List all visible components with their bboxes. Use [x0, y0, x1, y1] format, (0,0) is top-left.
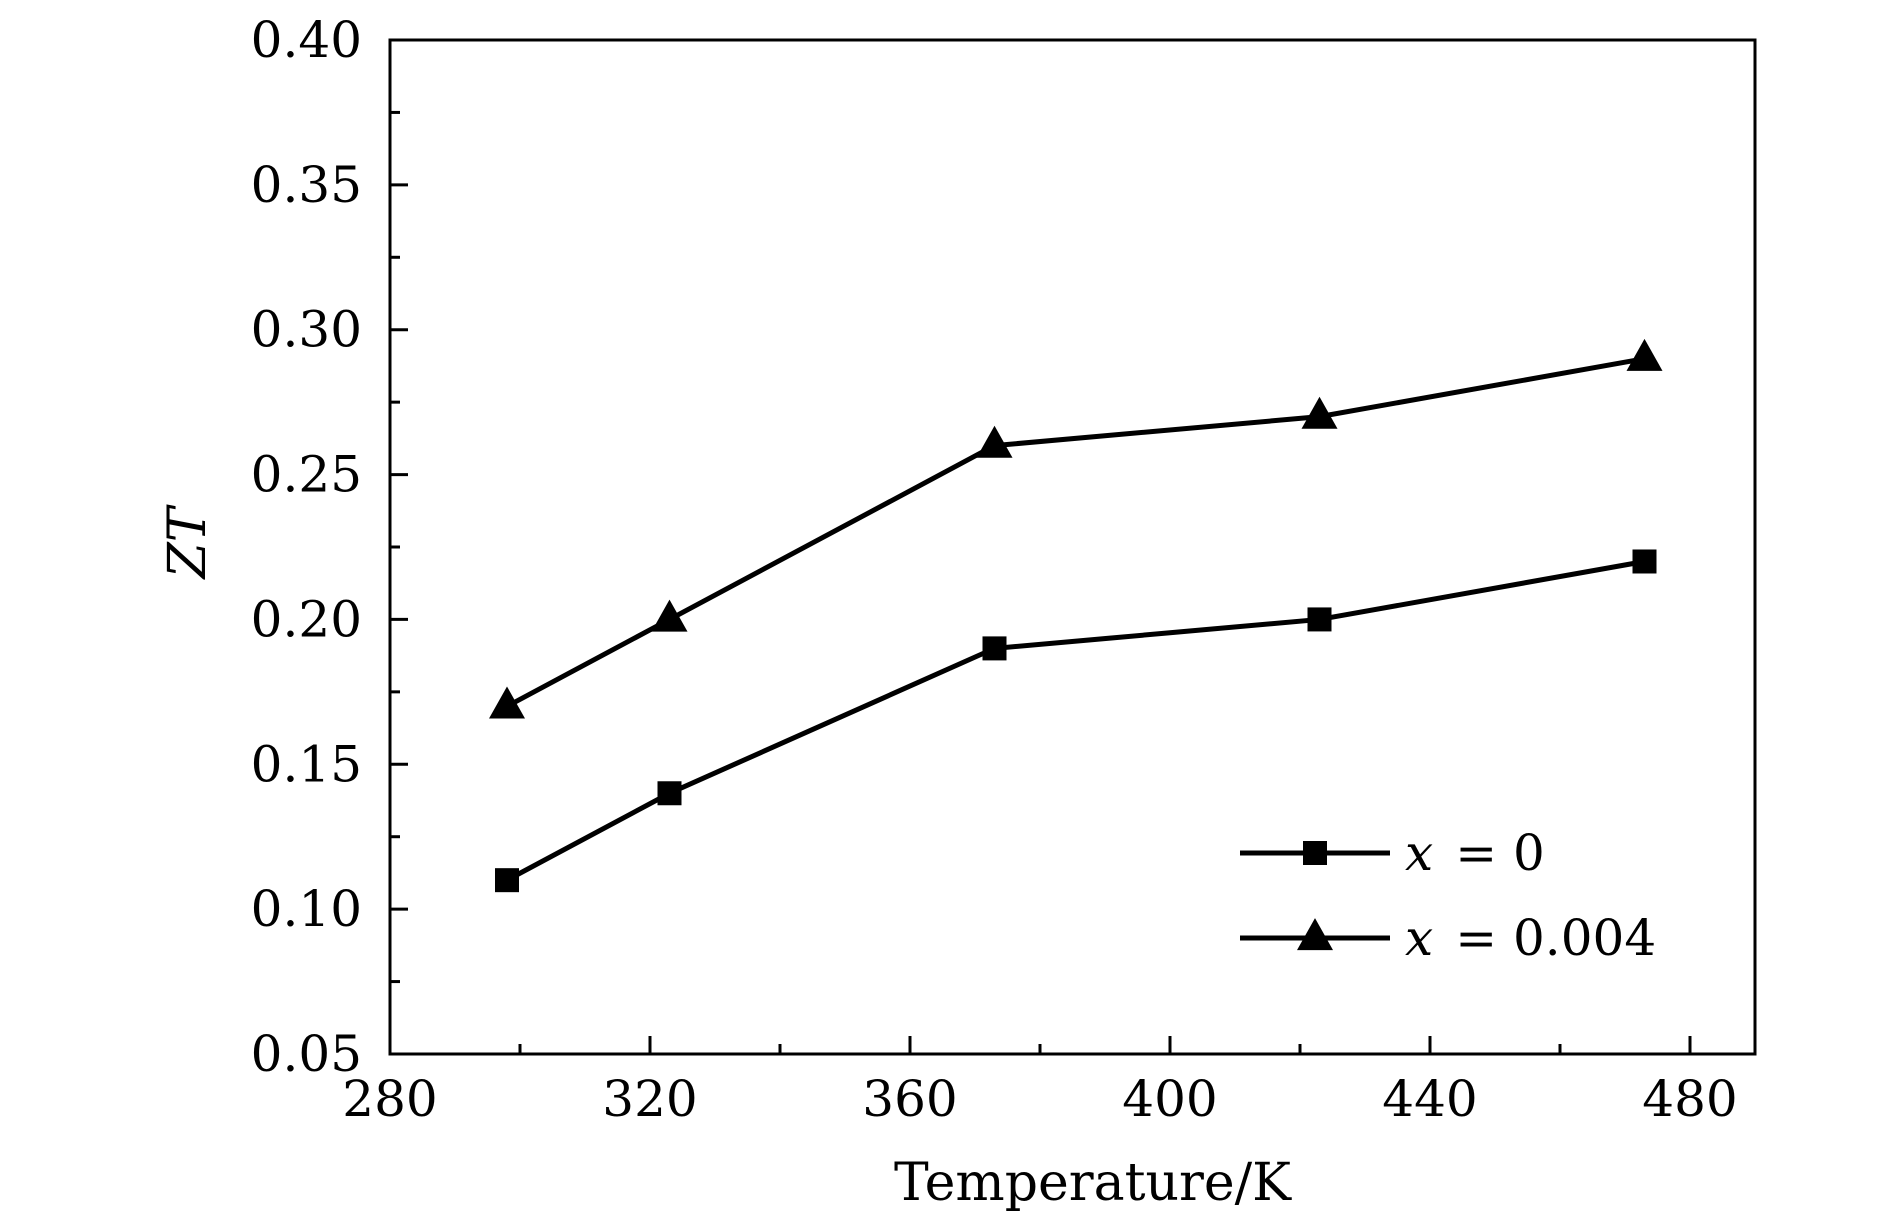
x-axis-title: Temperature/K [894, 1153, 1292, 1213]
y-tick-label: 0.25 [251, 446, 362, 504]
series-2-point [976, 425, 1013, 458]
x-tick-label: 360 [862, 1070, 957, 1128]
y-tick-label: 0.35 [251, 156, 362, 214]
legend-marker [1297, 918, 1333, 951]
series-2-point [1626, 338, 1663, 371]
legend-label-value: = 0 [1455, 824, 1545, 882]
legend-label-value: = 0.004 [1455, 909, 1656, 967]
series-1 [495, 549, 1657, 893]
y-tick-label: 0.05 [251, 1025, 362, 1083]
series-2-line [505, 356, 1645, 709]
y-axis-title: ZT [158, 504, 218, 580]
series-1-point [495, 868, 519, 893]
x-tick-label: 400 [1122, 1070, 1217, 1128]
series-layer [489, 338, 1663, 893]
legend-entry: x = 0 [1240, 824, 1545, 882]
series-2-point [651, 599, 688, 632]
x-tick-label: 280 [342, 1070, 437, 1128]
legend-entry: x = 0.004 [1240, 909, 1656, 967]
series-1-point [1307, 607, 1332, 632]
y-tick-label: 0.10 [251, 880, 362, 938]
series-2 [489, 338, 1663, 719]
series-2-point [1301, 396, 1338, 429]
series-1-point [1632, 549, 1657, 574]
x-tick-label: 320 [602, 1070, 697, 1128]
y-tick-label: 0.15 [251, 735, 362, 793]
legend-label-variable: x [1405, 909, 1433, 967]
legend: x = 0 x = 0.004 [1240, 824, 1656, 967]
legend-marker [1303, 841, 1327, 865]
series-1-point [657, 781, 682, 806]
x-tick-label: 480 [1642, 1070, 1737, 1128]
series-2-point [489, 686, 525, 719]
legend-label-variable: x [1405, 824, 1433, 882]
legend-label: x = 0 [1405, 824, 1545, 882]
y-tick-label: 0.20 [251, 590, 362, 648]
y-tick-label: 0.30 [251, 301, 362, 359]
y-tick-label: 0.40 [251, 11, 362, 69]
plot-frame [388, 38, 1757, 1056]
x-tick-label: 440 [1382, 1070, 1477, 1128]
axes: 280 320 360 400 440 480 0.05 0.10 0.15 0.20 0.25 0.… [158, 11, 1757, 1213]
legend-label: x = 0.004 [1405, 909, 1656, 967]
series-1-point [982, 636, 1007, 661]
